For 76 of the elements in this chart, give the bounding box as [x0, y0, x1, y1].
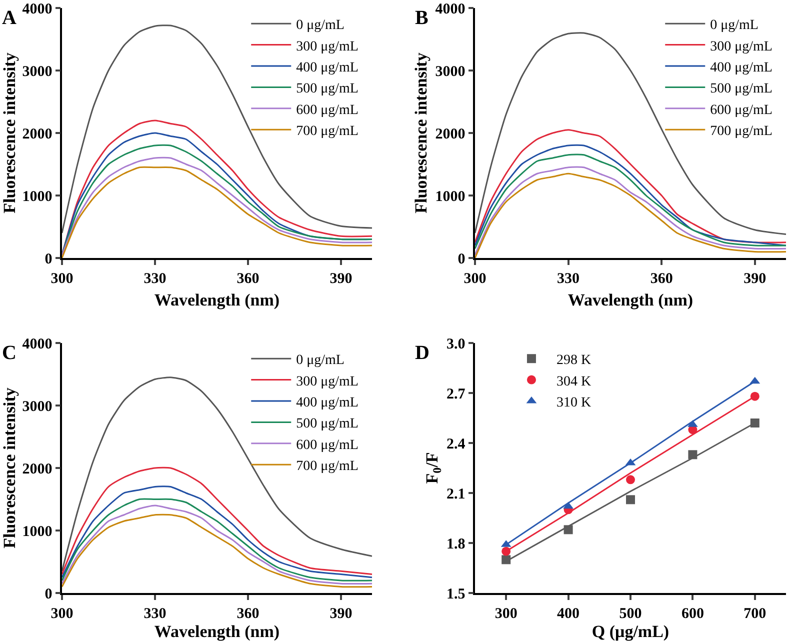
x-axis-title: Wavelength (nm) — [154, 622, 280, 641]
y-tick-label: 1.8 — [446, 536, 466, 552]
x-tick-label: 390 — [744, 270, 766, 287]
x-tick-label: 300 — [494, 606, 518, 622]
x-tick-label: 500 — [619, 606, 642, 622]
y-tick-label: 2000 — [435, 126, 466, 142]
legend-label: 298 K — [556, 353, 592, 368]
x-axis-title: Wavelength (nm) — [154, 290, 280, 310]
x-tick-label: 400 — [557, 606, 580, 622]
legend-label: 600 μg/mL — [296, 102, 358, 118]
x-tick-label: 330 — [557, 270, 580, 287]
x-tick-label: 360 — [650, 270, 673, 287]
legend-label: 700 μg/mL — [296, 124, 358, 140]
y-tick-label: 3.0 — [446, 336, 466, 352]
x-tick-label: 300 — [50, 270, 74, 287]
y-tick-label: 2.1 — [446, 486, 466, 502]
y-tick-label: 4000 — [22, 1, 52, 18]
legend-label: 400 μg/mL — [710, 60, 772, 76]
y-tick-label: 3000 — [22, 64, 52, 80]
y-tick-label: 4000 — [22, 336, 52, 352]
legend-label: 700 μg/mL — [296, 459, 358, 474]
point — [626, 475, 635, 484]
x-tick-label: 330 — [144, 270, 166, 287]
y-tick-label: 4000 — [435, 1, 466, 18]
y-tick-label: 1000 — [22, 524, 52, 540]
text: D — [415, 342, 430, 364]
legend-label: 600 μg/mL — [710, 102, 772, 118]
y-tick-label: 3000 — [435, 64, 466, 80]
legend-label: 0 μg/mL — [296, 18, 344, 34]
y-tick-label: 3000 — [22, 398, 52, 415]
text: C — [2, 342, 16, 364]
y-tick-label: 2000 — [22, 126, 52, 142]
y-axis-title: Fluorescence intensity — [411, 52, 430, 214]
legend-label: 0 μg/mL — [296, 353, 344, 368]
legend-label: 500 μg/mL — [296, 416, 358, 432]
legend-label: 500 μg/mL — [296, 82, 358, 97]
line-series — [475, 32, 786, 235]
y-tick-label: 2000 — [22, 461, 52, 478]
legend-label: 300 μg/mL — [296, 39, 358, 54]
point — [626, 495, 635, 504]
x-tick-label: 300 — [50, 606, 74, 622]
y-tick-label: 2.7 — [446, 386, 466, 402]
x-tick-label: 700 — [744, 606, 766, 622]
legend-label: 300 μg/mL — [296, 374, 358, 390]
x-tick-label: 600 — [681, 606, 704, 622]
y-axis-title: Fluorescence intensity — [0, 387, 19, 548]
y-tick-label: 1.5 — [446, 586, 466, 602]
line-series — [62, 376, 372, 572]
legend-label: 400 μg/mL — [296, 60, 358, 76]
x-tick-label: 390 — [330, 270, 352, 287]
legend-label: 400 μg/mL — [296, 395, 358, 410]
legend-label: 300 μg/mL — [710, 39, 772, 54]
y-tick-label: 1000 — [22, 188, 52, 205]
legend-label: 600 μg/mL — [296, 438, 358, 453]
y-tick-label: 0 — [44, 586, 52, 602]
y-axis-title: Fluorescence intensity — [0, 52, 19, 214]
legend-label: 304 K — [556, 374, 592, 390]
y-tick-label: 0 — [458, 251, 466, 268]
y-tick-label: 0 — [44, 251, 52, 268]
legend-label: 310 K — [556, 395, 592, 410]
x-axis-title: Q (μg/mL) — [592, 622, 670, 641]
x-tick-label: 300 — [464, 270, 486, 287]
text: B — [415, 7, 428, 29]
y-tick-label: 2.4 — [446, 436, 466, 452]
legend-label: 0 μg/mL — [710, 18, 758, 34]
x-axis-title: Wavelength (nm) — [568, 290, 694, 310]
x-tick-label: 330 — [144, 606, 166, 622]
line-series — [62, 486, 372, 578]
point — [750, 418, 760, 428]
x-tick-label: 360 — [236, 606, 260, 622]
legend-label: 500 μg/mL — [710, 82, 772, 97]
y-tick-label: 1000 — [435, 188, 466, 205]
text: A — [2, 7, 17, 29]
legend-label: 700 μg/mL — [710, 124, 772, 140]
x-tick-label: 360 — [236, 270, 260, 287]
x-tick-label: 390 — [330, 606, 352, 622]
